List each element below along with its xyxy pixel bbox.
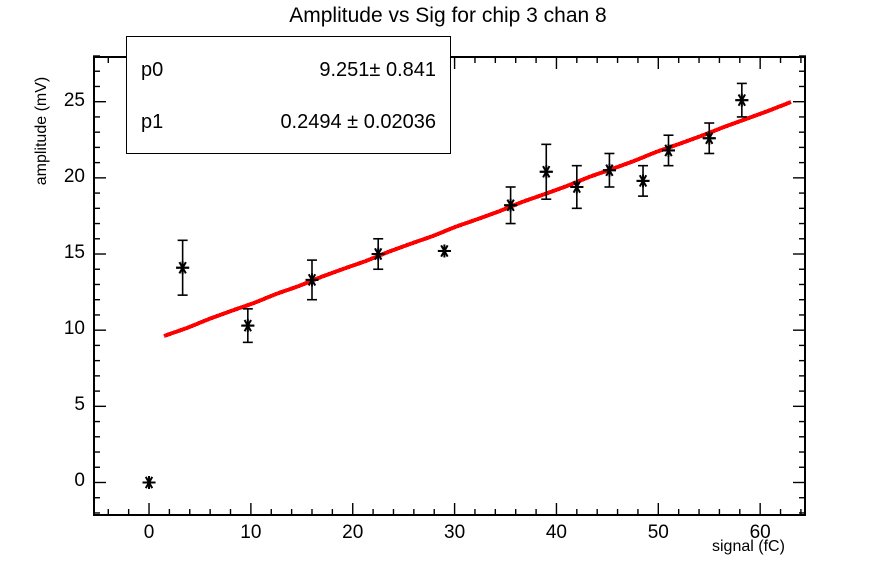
y-tick-label: 15 bbox=[63, 242, 85, 263]
y-tick-label: 5 bbox=[74, 394, 85, 416]
x-tick-label: 40 bbox=[545, 522, 567, 543]
stats-param-value: 9.251± 0.841 bbox=[319, 58, 436, 81]
data-point bbox=[636, 164, 650, 197]
x-tick-label: 0 bbox=[143, 522, 155, 543]
y-tick-label: 0 bbox=[74, 470, 85, 492]
data-point bbox=[241, 308, 255, 344]
y-tick-label: 25 bbox=[63, 89, 85, 111]
y-tick-label: 20 bbox=[63, 165, 85, 187]
x-tick-label: 20 bbox=[342, 522, 364, 543]
x-tick-label: 60 bbox=[749, 522, 771, 543]
data-point bbox=[142, 475, 156, 489]
plot-area bbox=[142, 82, 792, 489]
stats-param-name: p0 bbox=[141, 58, 164, 81]
data-point bbox=[735, 82, 749, 118]
fit-statistics-box: p0 9.251± 0.841 p1 0.2494 ± 0.02036 bbox=[126, 36, 451, 154]
data-point bbox=[539, 143, 553, 200]
x-axis-title: signal (fC) bbox=[712, 538, 785, 555]
x-tick-label: 50 bbox=[647, 522, 669, 543]
data-point bbox=[176, 239, 190, 296]
stats-row: p0 9.251± 0.841 bbox=[127, 41, 450, 99]
x-tick-label: 30 bbox=[444, 522, 466, 543]
stats-param-value: 0.2494 ± 0.02036 bbox=[280, 110, 436, 133]
data-point bbox=[570, 164, 584, 210]
data-point bbox=[371, 237, 385, 271]
data-point bbox=[702, 122, 716, 155]
data-point bbox=[504, 186, 518, 225]
data-point bbox=[661, 134, 675, 167]
x-tick-label: 10 bbox=[240, 522, 262, 543]
data-point bbox=[437, 244, 451, 258]
y-tick-label: 10 bbox=[63, 318, 85, 340]
stats-param-name: p1 bbox=[141, 110, 164, 133]
data-point bbox=[305, 259, 319, 301]
stats-row: p1 0.2494 ± 0.02036 bbox=[127, 93, 450, 151]
data-point bbox=[602, 152, 616, 188]
page-title: Amplitude vs Sig for chip 3 chan 8 bbox=[289, 4, 607, 27]
